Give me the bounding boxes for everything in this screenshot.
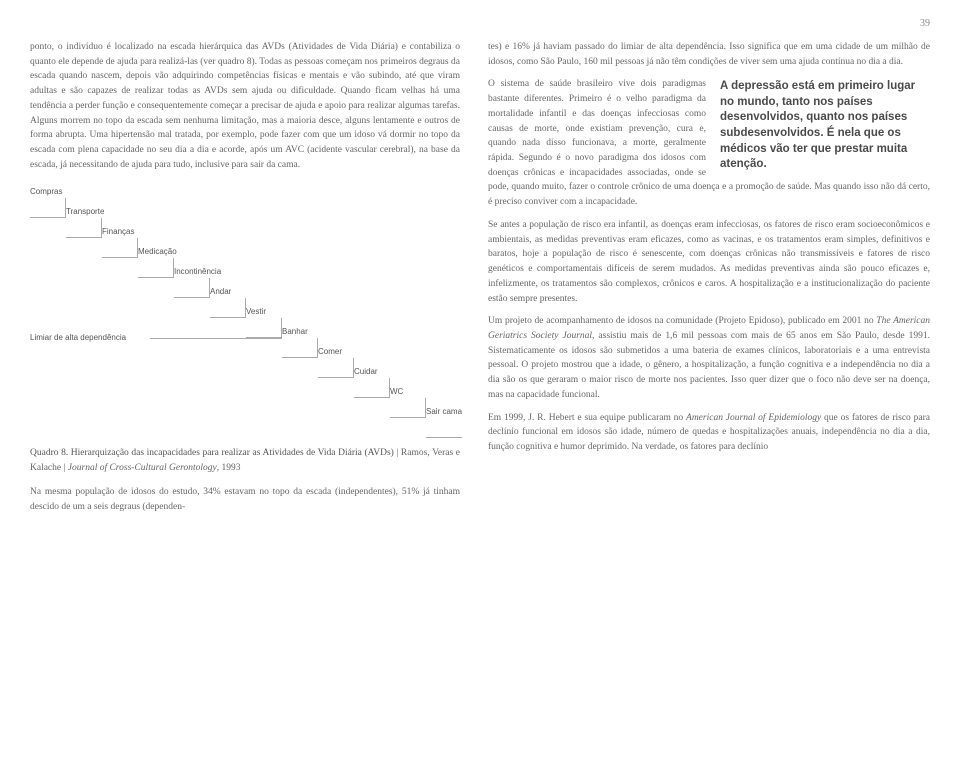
step-label: Vestir: [246, 306, 266, 318]
step-label: Finanças: [102, 226, 134, 238]
paragraph-text: Um projeto de acompanhamento de idosos n…: [488, 316, 876, 326]
step-label: Medicação: [138, 246, 177, 258]
body-paragraph: Em 1999, J. R. Hebert e sua equipe publi…: [488, 411, 930, 455]
journal-name: American Journal of Epidemiology: [686, 413, 821, 423]
diagram-step: [138, 258, 174, 278]
diagram-step: [246, 318, 282, 338]
limiar-line: [150, 338, 282, 339]
body-paragraph: Na mesma população de idosos do estudo, …: [30, 485, 460, 514]
page-number: 39: [920, 18, 930, 29]
caption-journal: Journal of Cross-Cultural Gerontology: [68, 463, 217, 473]
step-label: Andar: [210, 286, 231, 298]
step-label: Banhar: [282, 326, 308, 338]
paragraph-text: , assistiu mais de 1,6 mil pessoas com m…: [488, 331, 930, 400]
body-paragraph: Se antes a população de risco era infant…: [488, 218, 930, 306]
page-content: ponto, o indivíduo é localizado na escad…: [0, 0, 960, 534]
diagram-step: [354, 378, 390, 398]
step-label: Cuidar: [354, 366, 378, 378]
body-paragraph: A depressão está em primeiro lugar no mu…: [488, 77, 930, 209]
body-paragraph: ponto, o indivíduo é localizado na escad…: [30, 40, 460, 172]
diagram-step: [66, 218, 102, 238]
caption-title: Quadro 8. Hierarquização das incapacidad…: [30, 448, 394, 458]
stairs-diagram: Compras Transporte Finanças Medicação In…: [30, 186, 460, 436]
step-label: Comer: [318, 346, 342, 358]
diagram-caption: Quadro 8. Hierarquização das incapacidad…: [30, 446, 460, 475]
left-column: ponto, o indivíduo é localizado na escad…: [30, 40, 460, 514]
body-paragraph: tes) e 16% já haviam passado do limiar d…: [488, 40, 930, 69]
diagram-step: [210, 298, 246, 318]
diagram-step: [102, 238, 138, 258]
diagram-step: [282, 338, 318, 358]
diagram-step: [426, 418, 462, 438]
pull-quote: A depressão está em primeiro lugar no mu…: [720, 79, 930, 172]
paragraph-text: Em 1999, J. R. Hebert e sua equipe publi…: [488, 413, 686, 423]
step-label: Incontinência: [174, 266, 221, 278]
diagram-step: [174, 278, 210, 298]
diagram-step: [30, 198, 66, 218]
right-column: tes) e 16% já haviam passado do limiar d…: [488, 40, 930, 514]
body-paragraph: Um projeto de acompanhamento de idosos n…: [488, 314, 930, 402]
limiar-label: Limiar de alta dependência: [30, 332, 126, 344]
step-label: Compras: [30, 186, 62, 198]
step-label: Sair cama: [426, 406, 462, 418]
step-label: Transporte: [66, 206, 104, 218]
diagram-step: [318, 358, 354, 378]
diagram-step: [390, 398, 426, 418]
step-label: WC: [390, 386, 403, 398]
caption-year: , 1993: [217, 463, 241, 473]
